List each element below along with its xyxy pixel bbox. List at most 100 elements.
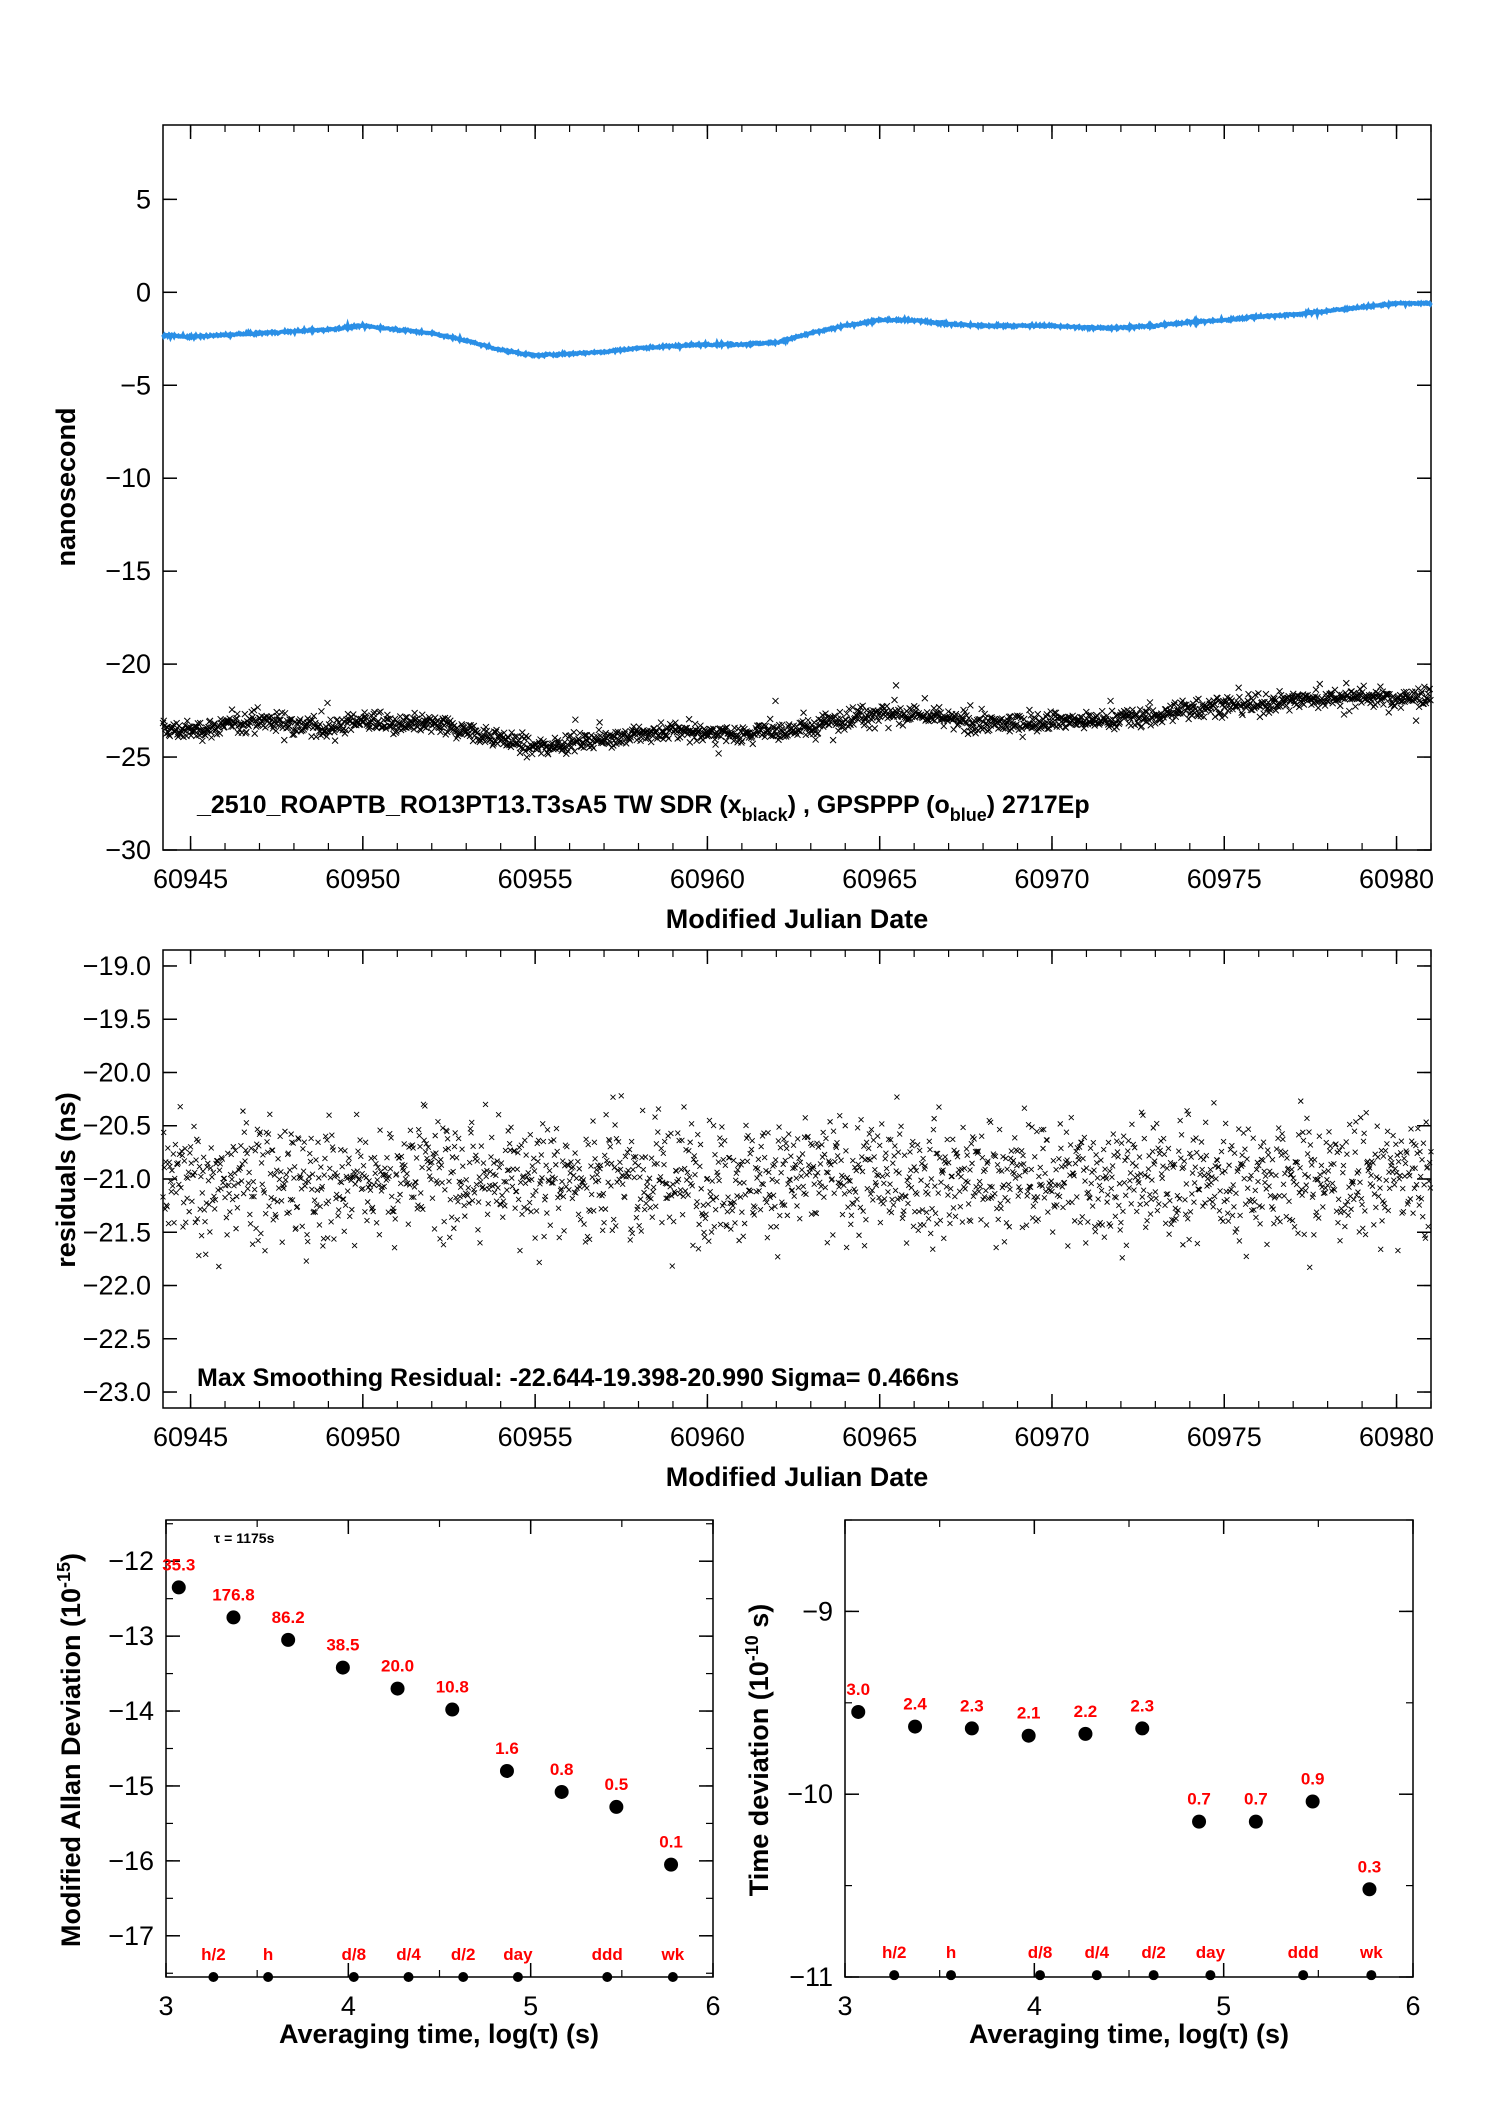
black-x-point (988, 713, 995, 721)
x-tick-label: 3 (837, 1991, 852, 2021)
deviation-point (908, 1719, 923, 1734)
black-x-point (1211, 700, 1218, 708)
black-x-point (921, 694, 929, 702)
residual-x-point (671, 1188, 678, 1195)
interval-mark (1035, 1970, 1046, 1981)
deviation-point-label: 2.4 (903, 1695, 927, 1714)
offset-chart: 60945 60950 60955 60960 60965 60970 60975 60980… (51, 124, 1434, 934)
y-tick-label: −13 (108, 1621, 154, 1651)
deviation-point-label: 2.3 (960, 1696, 984, 1715)
black-x-point (274, 712, 281, 720)
black-x-point (961, 708, 969, 716)
residual-x-point (915, 1227, 922, 1234)
residual-x-point (812, 1173, 819, 1179)
residual-x-point (1268, 1171, 1274, 1178)
residual-x-point (871, 1154, 878, 1160)
residual-x-point (300, 1146, 306, 1152)
residual-x-point (774, 1178, 780, 1185)
residual-x-point (570, 1164, 576, 1170)
x-tick-label: 60975 (1187, 864, 1262, 894)
residual-x-point (352, 1181, 359, 1187)
residual-x-point (648, 1195, 654, 1202)
residual-x-point (1394, 1152, 1401, 1158)
residual-x-point (823, 1169, 830, 1175)
black-x-point (183, 717, 191, 725)
residual-x-point (1209, 1198, 1216, 1205)
residual-x-point (906, 1174, 913, 1180)
residual-x-point (1324, 1176, 1330, 1183)
residual-x-point (1121, 1179, 1128, 1186)
black-x-point (208, 734, 215, 741)
black-x-point (290, 731, 298, 738)
black-x-point (1271, 697, 1279, 705)
residual-x-point (1105, 1139, 1112, 1146)
residual-x-point (998, 1205, 1004, 1212)
residual-x-point (895, 1149, 902, 1155)
residual-x-point (731, 1199, 738, 1205)
residual-x-point (1352, 1149, 1359, 1155)
black-x-point (216, 730, 224, 737)
residual-x-point (688, 1121, 695, 1127)
residual-x-point (484, 1167, 490, 1174)
residual-x-point (384, 1154, 390, 1161)
black-x-point (1039, 715, 1047, 723)
residual-x-point (1144, 1217, 1150, 1224)
black-x-point (595, 726, 603, 734)
residuals-chart-annotation: Max Smoothing Residual: -22.644-19.398-2… (197, 1364, 959, 1392)
residual-x-point (1044, 1137, 1050, 1143)
residual-x-point (161, 1164, 168, 1171)
residual-x-point (928, 1176, 935, 1182)
residual-x-point (274, 1198, 281, 1205)
black-x-point (1034, 710, 1042, 718)
residual-x-point (1139, 1194, 1146, 1200)
residual-x-point (419, 1164, 425, 1171)
residual-x-point (1107, 1168, 1113, 1174)
residual-x-point (808, 1211, 815, 1217)
annotation-sub-black: black (742, 805, 789, 825)
residual-x-point (219, 1156, 226, 1162)
residual-x-point (575, 1211, 582, 1218)
residual-x-point (918, 1160, 925, 1167)
residual-x-point (679, 1137, 685, 1144)
residual-x-point (1107, 1223, 1114, 1229)
x-tick-label: 60955 (498, 864, 573, 894)
black-x-point (250, 706, 258, 714)
residual-x-point (1406, 1172, 1413, 1179)
residual-x-point (1137, 1201, 1144, 1208)
residual-x-point (905, 1200, 911, 1207)
residual-x-point (368, 1155, 374, 1162)
black-x-point (895, 720, 903, 728)
black-x-point (1239, 711, 1246, 719)
residual-x-point (1038, 1127, 1045, 1133)
residual-x-point (634, 1203, 641, 1210)
residual-x-point (257, 1129, 263, 1136)
black-x-point (1218, 714, 1226, 722)
residual-x-point (525, 1170, 532, 1176)
black-x-point (773, 725, 781, 733)
residual-x-point (1058, 1145, 1064, 1152)
residual-x-point (262, 1210, 269, 1217)
residual-x-point (805, 1133, 811, 1140)
residual-x-point (1103, 1175, 1110, 1182)
residual-x-point (1142, 1224, 1149, 1231)
deviation-point (390, 1681, 405, 1696)
residual-x-point (1005, 1181, 1012, 1188)
residual-x-point (1335, 1196, 1342, 1203)
residual-x-point (260, 1151, 266, 1158)
residual-x-point (961, 1165, 968, 1172)
residual-x-point (1259, 1204, 1265, 1210)
black-x-point (590, 744, 597, 752)
residual-x-point (791, 1193, 798, 1200)
residual-x-point (1321, 1169, 1327, 1175)
residual-x-point (1020, 1161, 1027, 1167)
residual-x-point (854, 1124, 861, 1131)
deviation-point (499, 1763, 514, 1778)
residual-x-point (557, 1187, 564, 1194)
black-x-point (410, 725, 418, 733)
residual-x-point (824, 1239, 831, 1246)
residual-x-point (173, 1189, 179, 1196)
residual-x-point (1199, 1166, 1206, 1173)
residual-x-point (1098, 1157, 1104, 1163)
residual-x-point (929, 1205, 935, 1212)
residual-x-point (1232, 1229, 1239, 1235)
